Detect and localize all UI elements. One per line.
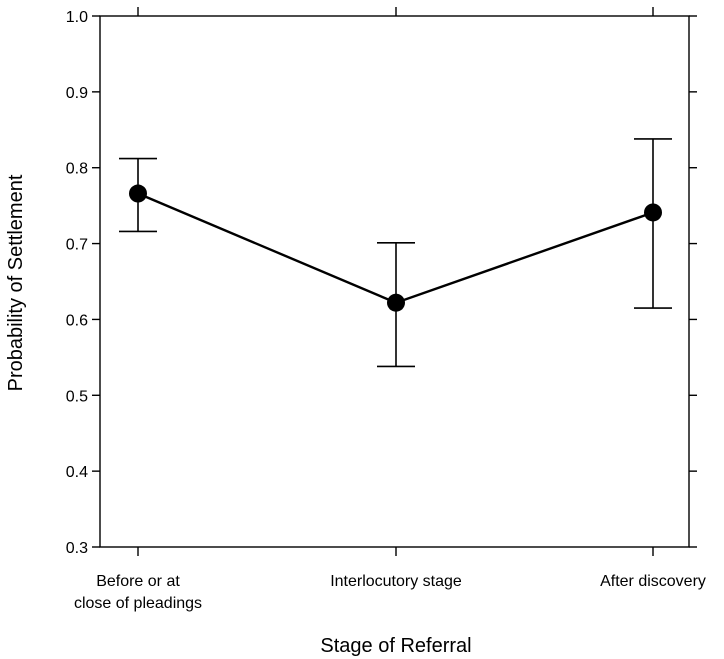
data-point xyxy=(644,203,662,222)
x-tick-label: After discovery xyxy=(600,573,706,590)
x-tick-label: Interlocutory stage xyxy=(330,573,462,590)
y-tick-label: 0.8 xyxy=(66,161,88,178)
data-point xyxy=(129,184,147,203)
y-tick-label: 0.4 xyxy=(66,464,88,481)
data-point xyxy=(387,293,405,312)
y-tick-label: 1.0 xyxy=(66,9,88,26)
y-tick-label: 0.7 xyxy=(66,237,88,254)
x-axis-title: Stage of Referral xyxy=(320,635,471,657)
y-tick-label: 0.9 xyxy=(66,85,88,102)
y-tick-label: 0.6 xyxy=(66,312,88,329)
y-axis-title: Probability of Settlement xyxy=(5,174,27,391)
y-tick-label: 0.3 xyxy=(66,540,88,557)
plot-frame xyxy=(99,15,690,548)
y-tick-label: 0.5 xyxy=(66,388,88,405)
x-tick-label: Before or at close of pleadings xyxy=(74,573,202,612)
